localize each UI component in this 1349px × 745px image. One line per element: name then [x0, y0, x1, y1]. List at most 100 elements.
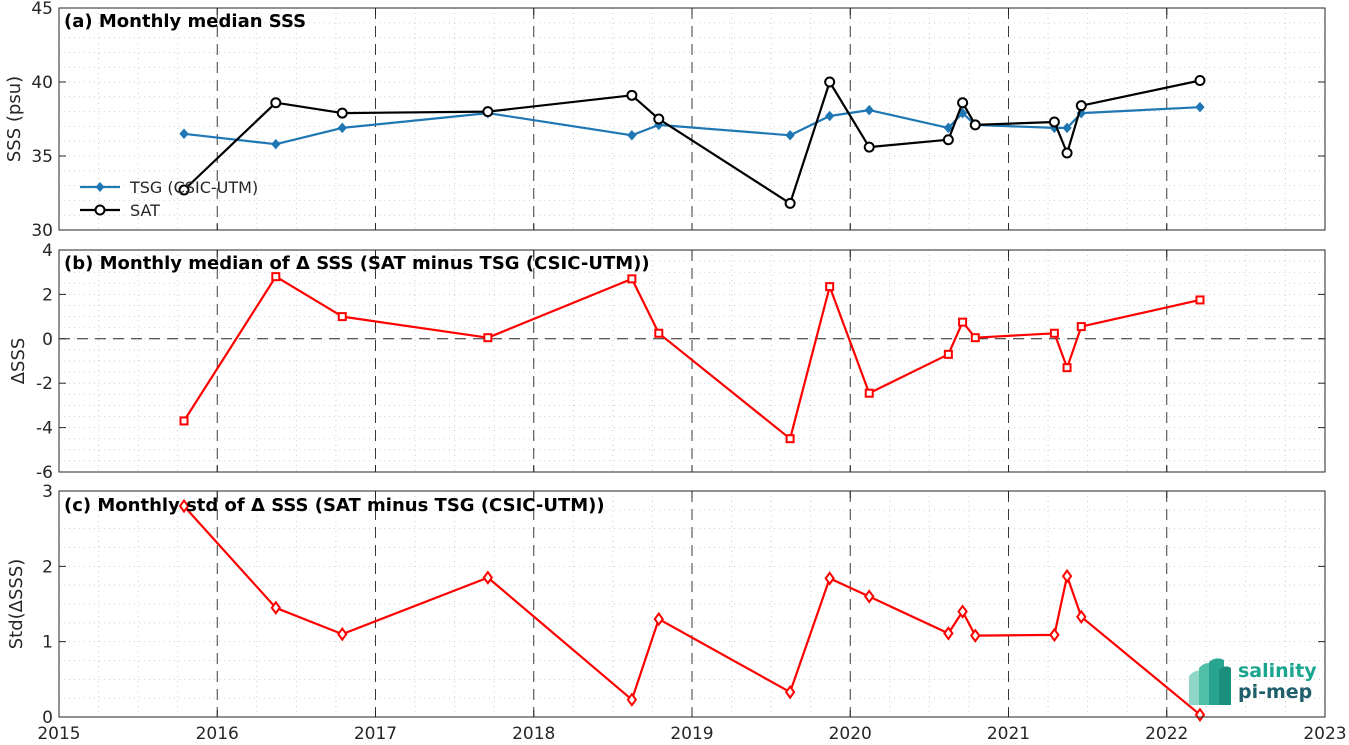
panel-b-series-0-point [970, 333, 980, 343]
x-tick-label: 2015 [37, 724, 80, 744]
x-tick-label: 2018 [512, 724, 555, 744]
panel-a-series-1-point [1194, 75, 1206, 87]
panel-b-series-0-line [183, 275, 1201, 440]
panel-b: -6 -4 -2 0 2 4 (b) Monthly median of Δ SSS (S… [8, 241, 1326, 483]
panel-b-series-0-point [271, 272, 281, 282]
panel-b-series-0-point [864, 388, 874, 398]
y-tick-label: 40 [31, 73, 53, 93]
panel-a-series-1-point [270, 97, 282, 109]
y-tick-label: 0 [42, 708, 53, 728]
panel-a-series-0-point [943, 122, 954, 134]
logo-salinity-text: salinity [1238, 660, 1317, 682]
panel-a-series-1-point [653, 113, 665, 125]
panel-a-series-1-line [183, 79, 1201, 205]
panel-a-series-0-point [179, 128, 189, 140]
logo-pimep-text: pi-mep [1238, 681, 1312, 703]
panel-c: 2015 2016 2017 2018 2019 2020 2021 2022 2023 0 1 2 3… [6, 482, 1347, 744]
y-tick-label: 2 [42, 557, 53, 577]
panel-c-series-0-point [1076, 609, 1087, 625]
panel-a-series-0-point [825, 110, 835, 122]
panel-b-series-0-point [627, 274, 637, 284]
x-tick-label: 2019 [670, 724, 713, 744]
panel-a-series-1-point [178, 184, 190, 196]
y-tick-label: 35 [31, 147, 53, 167]
y-tick-label: 3 [42, 482, 53, 502]
x-tick-label: 2023 [1303, 724, 1346, 744]
panel-b-series-0-point [1195, 295, 1205, 305]
panel-c-series-0-point [482, 570, 494, 585]
panel-c-series-0-point [943, 626, 954, 641]
panel-b-series-0-point [337, 312, 347, 322]
panel-c-ylabel: Std(ΔSSS) [6, 559, 27, 650]
panel-c-series-0-point [1049, 627, 1060, 643]
panel-a-series-0-point [337, 122, 347, 134]
panel-a-series-1-point [626, 89, 638, 101]
panel-c-series-0-point [270, 600, 282, 615]
panel-a-series-1-point [1075, 100, 1087, 112]
legend-sat-marker [94, 204, 106, 216]
panel-b-series-0-point [179, 416, 189, 426]
panel-b-series-0-point [958, 317, 968, 327]
panel-b-series-0-point [785, 434, 795, 444]
panel-b-series-0-point [1049, 328, 1059, 338]
x-tick-label: 2022 [1145, 724, 1188, 744]
legend-tsg-label: TSG (CSIC-UTM) [129, 178, 258, 197]
panel-c-series-0-point [824, 571, 835, 586]
panel-a-series-0-point [1195, 101, 1205, 113]
panel-c-series-0-line [183, 505, 1201, 716]
legend: TSG (CSIC-UTM) SAT [80, 178, 258, 220]
panel-b-series-0-point [1062, 363, 1072, 373]
panel-a-series-0-point [271, 138, 281, 150]
y-tick-label: 0 [42, 330, 53, 350]
panel-a-series-1-point [1048, 116, 1060, 128]
panel-a-series-1-point [1061, 147, 1073, 159]
panel-c-series-0-point [178, 498, 190, 514]
panel-b-ylabel: ΔSSS [8, 338, 29, 385]
panel-c-series-0-point [653, 611, 665, 627]
panel-b-series-0-point [825, 282, 835, 292]
panel-b-series-0-point [943, 349, 953, 359]
panel-c-series-0-point [864, 589, 875, 604]
panel-a-series-1-point [957, 97, 969, 109]
panel-a-series-0-point [627, 130, 637, 141]
panel-c-series-0-point [784, 684, 796, 700]
y-tick-label: -4 [36, 419, 53, 439]
salinity-pimep-logo: salinity pi-mep [1189, 658, 1317, 705]
x-tick-label: 2020 [829, 724, 872, 744]
panel-a-series-0-point [864, 104, 874, 116]
panel-a-series-1-point [863, 141, 875, 153]
panel-b-series-0-point [654, 328, 664, 338]
y-tick-label: 2 [42, 285, 53, 305]
y-tick-label: 30 [31, 221, 53, 241]
panel-a-series-1-point [784, 197, 796, 209]
x-tick-label: 2021 [987, 724, 1030, 744]
panel-a-series-1-point [336, 107, 348, 119]
panel-c-series-0-point [970, 628, 981, 643]
panel-b-title: (b) Monthly median of Δ SSS (SAT minus T… [64, 253, 650, 274]
panel-a-series-0-point [785, 130, 795, 141]
panel-a-ylabel: SSS (psu) [4, 76, 25, 162]
x-tick-label: 2016 [196, 724, 239, 744]
logo-wave-icon [1189, 658, 1231, 705]
y-tick-label: 45 [31, 0, 53, 19]
panel-b-series-0-point [483, 333, 493, 343]
x-tick-label: 2017 [354, 724, 397, 744]
panel-a-series-1-point [942, 134, 954, 146]
legend-tsg-marker [95, 182, 105, 192]
panel-c-series-0-point [626, 692, 638, 707]
panel-a-series-0-point [1062, 122, 1072, 134]
legend-sat-label: SAT [130, 201, 160, 220]
panel-a-series-1-point [824, 76, 836, 88]
y-tick-label: -6 [36, 463, 53, 483]
panel-a-title: (a) Monthly median SSS [64, 11, 306, 32]
y-tick-label: 1 [42, 633, 53, 653]
panel-c-series-0-point [957, 604, 968, 619]
panel-c-series-0-point [337, 626, 348, 642]
panel-a-series-1-point [482, 106, 494, 118]
panel-c-series-0-point [1061, 568, 1073, 584]
panel-a: 30 35 40 45 (a) Monthly median SSS SSS (psu… [4, 0, 1326, 241]
panel-c-title: (c) Monthly std of Δ SSS (SAT minus TSG … [64, 495, 605, 516]
y-tick-label: -2 [36, 374, 53, 394]
panel-b-series-0-point [1076, 322, 1086, 332]
